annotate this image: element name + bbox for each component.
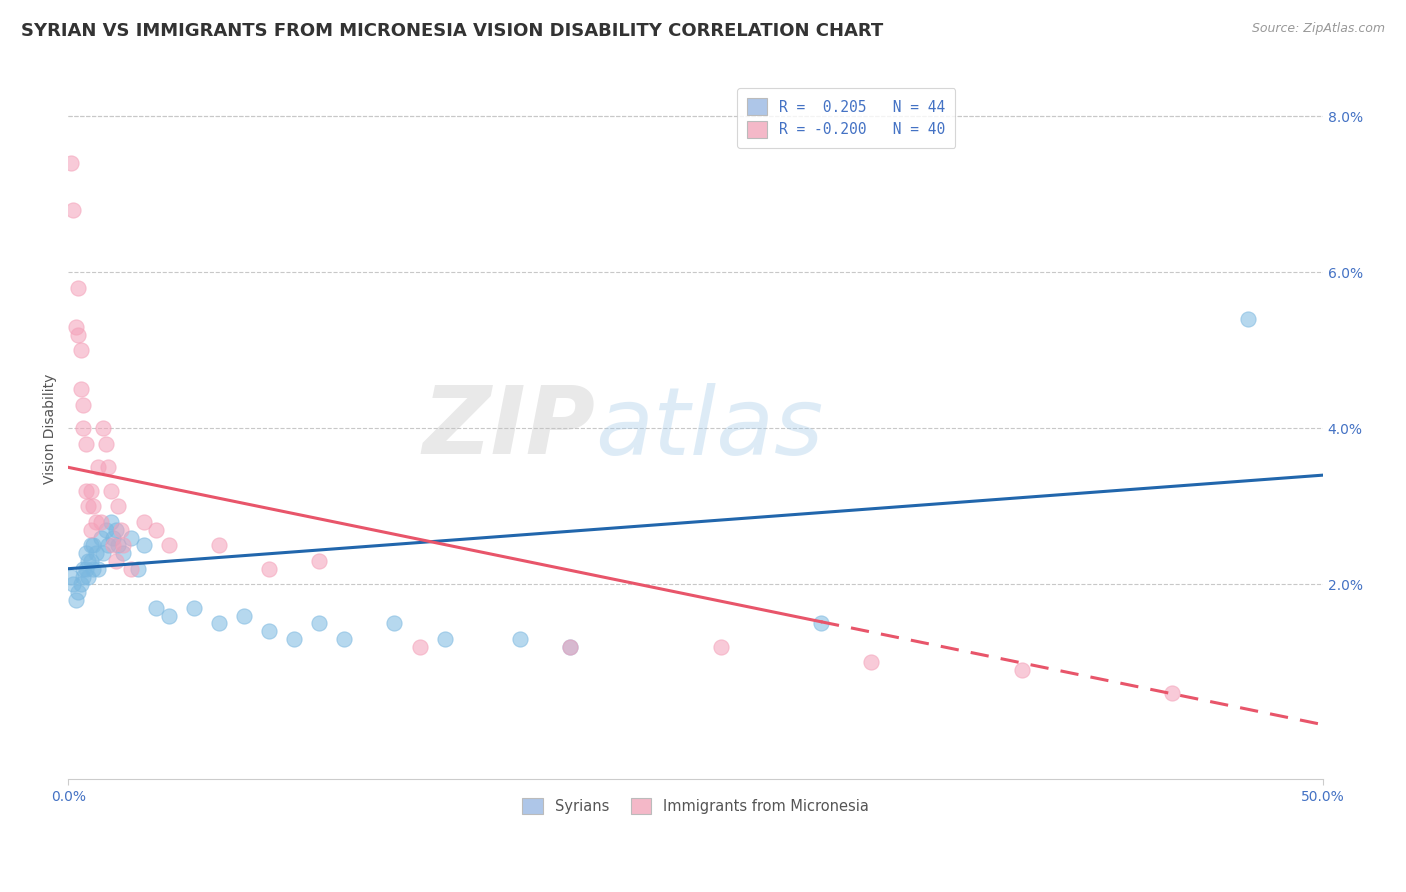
Point — [710, 640, 733, 654]
Point — [93, 546, 115, 560]
Point — [208, 616, 231, 631]
Point — [433, 632, 456, 646]
Point — [72, 569, 94, 583]
Point — [208, 538, 231, 552]
Point — [408, 640, 430, 654]
Point — [128, 562, 150, 576]
Point — [232, 608, 254, 623]
Point — [103, 531, 125, 545]
Point — [333, 632, 356, 646]
Point — [860, 655, 883, 669]
Point — [1161, 686, 1184, 700]
Point — [87, 460, 110, 475]
Point — [308, 554, 330, 568]
Point — [80, 523, 103, 537]
Point — [509, 632, 531, 646]
Point — [94, 523, 117, 537]
Y-axis label: Vision Disability: Vision Disability — [44, 373, 58, 483]
Point — [1236, 312, 1258, 326]
Point — [67, 327, 90, 342]
Point — [308, 616, 330, 631]
Point — [65, 593, 87, 607]
Legend: Syrians, Immigrants from Micronesia: Syrians, Immigrants from Micronesia — [512, 788, 879, 824]
Point — [75, 483, 97, 498]
Point — [558, 640, 581, 654]
Point — [69, 383, 91, 397]
Point — [132, 515, 155, 529]
Point — [97, 538, 120, 552]
Point — [120, 562, 142, 576]
Point — [82, 562, 104, 576]
Point — [77, 569, 100, 583]
Point — [90, 531, 112, 545]
Point — [145, 523, 167, 537]
Point — [183, 600, 205, 615]
Point — [810, 616, 832, 631]
Point — [75, 546, 97, 560]
Point — [104, 554, 127, 568]
Point — [82, 500, 104, 514]
Point — [84, 546, 107, 560]
Point — [384, 616, 406, 631]
Point — [107, 500, 129, 514]
Point — [62, 577, 84, 591]
Point — [59, 156, 82, 170]
Point — [132, 538, 155, 552]
Point — [112, 546, 135, 560]
Point — [72, 562, 94, 576]
Point — [100, 515, 122, 529]
Point — [62, 202, 84, 217]
Point — [69, 343, 91, 358]
Point — [94, 437, 117, 451]
Point — [103, 538, 125, 552]
Point — [80, 483, 103, 498]
Point — [69, 577, 91, 591]
Text: ZIP: ZIP — [422, 383, 595, 475]
Point — [1011, 663, 1033, 677]
Point — [100, 483, 122, 498]
Point — [65, 320, 87, 334]
Point — [558, 640, 581, 654]
Point — [257, 562, 280, 576]
Point — [87, 562, 110, 576]
Point — [75, 437, 97, 451]
Point — [90, 515, 112, 529]
Point — [80, 538, 103, 552]
Point — [84, 515, 107, 529]
Point — [145, 600, 167, 615]
Point — [97, 460, 120, 475]
Point — [157, 608, 180, 623]
Text: atlas: atlas — [595, 383, 824, 474]
Point — [72, 421, 94, 435]
Point — [120, 531, 142, 545]
Point — [77, 554, 100, 568]
Point — [107, 538, 129, 552]
Point — [82, 538, 104, 552]
Point — [75, 562, 97, 576]
Point — [112, 538, 135, 552]
Point — [80, 554, 103, 568]
Point — [104, 523, 127, 537]
Point — [93, 421, 115, 435]
Point — [72, 398, 94, 412]
Point — [59, 569, 82, 583]
Point — [77, 500, 100, 514]
Point — [283, 632, 305, 646]
Text: SYRIAN VS IMMIGRANTS FROM MICRONESIA VISION DISABILITY CORRELATION CHART: SYRIAN VS IMMIGRANTS FROM MICRONESIA VIS… — [21, 22, 883, 40]
Point — [67, 585, 90, 599]
Point — [67, 281, 90, 295]
Text: Source: ZipAtlas.com: Source: ZipAtlas.com — [1251, 22, 1385, 36]
Point — [157, 538, 180, 552]
Point — [257, 624, 280, 639]
Point — [110, 523, 132, 537]
